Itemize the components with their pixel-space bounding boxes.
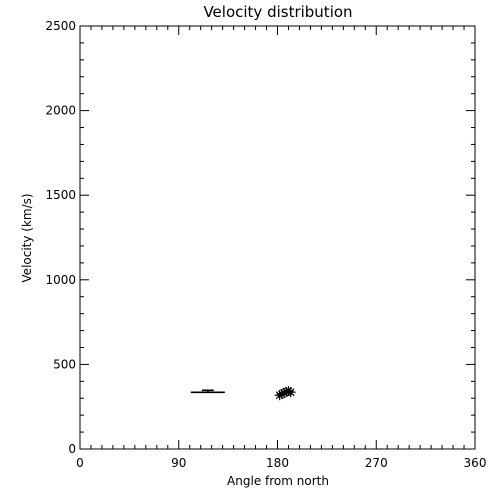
- y-axis-label: Velocity (km/s): [20, 193, 34, 282]
- y-tick-label: 1500: [45, 188, 76, 202]
- y-tick-label: 500: [53, 357, 76, 371]
- y-tick-label: 1000: [45, 273, 76, 287]
- y-tick-labels: 0 500 1000 1500 2000 2500: [45, 19, 76, 456]
- x-tick-label: 270: [365, 456, 388, 470]
- axis-ticks: [79, 25, 476, 450]
- x-tick-label: 90: [171, 456, 186, 470]
- y-tick-label: 2500: [45, 19, 76, 33]
- plot-frame: [79, 25, 476, 450]
- x-axis-label: Angle from north: [227, 474, 329, 488]
- x-tick-label: 0: [76, 456, 84, 470]
- y-tick-label: 2000: [45, 104, 76, 118]
- x-tick-label: 180: [266, 456, 289, 470]
- y-tick-label: 0: [68, 442, 76, 456]
- chart-title: Velocity distribution: [203, 3, 352, 21]
- data-point: [285, 387, 296, 398]
- error-bar: [190, 389, 225, 394]
- x-tick-label: 360: [464, 456, 487, 470]
- data-marks: [190, 386, 296, 401]
- x-tick-labels: 0 90 180 270 360: [76, 456, 486, 470]
